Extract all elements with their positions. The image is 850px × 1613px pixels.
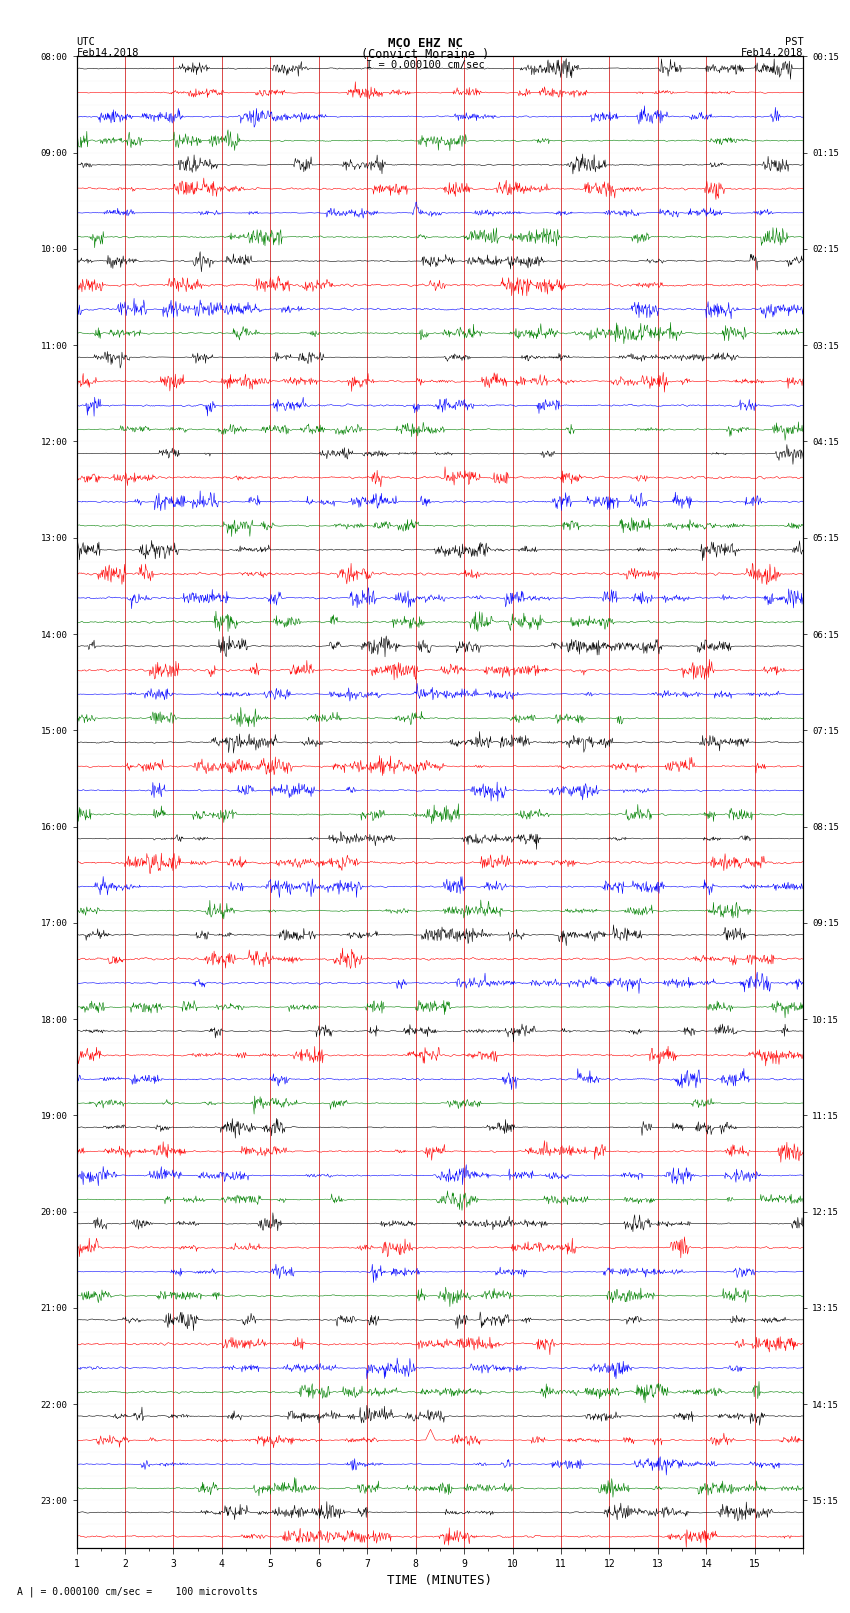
- Text: (Convict Moraine ): (Convict Moraine ): [361, 48, 489, 61]
- Text: PST: PST: [785, 37, 803, 47]
- Text: A | = 0.000100 cm/sec =    100 microvolts: A | = 0.000100 cm/sec = 100 microvolts: [17, 1586, 258, 1597]
- Text: Feb14,2018: Feb14,2018: [76, 48, 139, 58]
- Text: MCO EHZ NC: MCO EHZ NC: [388, 37, 462, 50]
- Text: UTC: UTC: [76, 37, 95, 47]
- X-axis label: TIME (MINUTES): TIME (MINUTES): [388, 1574, 492, 1587]
- Text: I = 0.000100 cm/sec: I = 0.000100 cm/sec: [366, 60, 484, 69]
- Text: Feb14,2018: Feb14,2018: [740, 48, 803, 58]
